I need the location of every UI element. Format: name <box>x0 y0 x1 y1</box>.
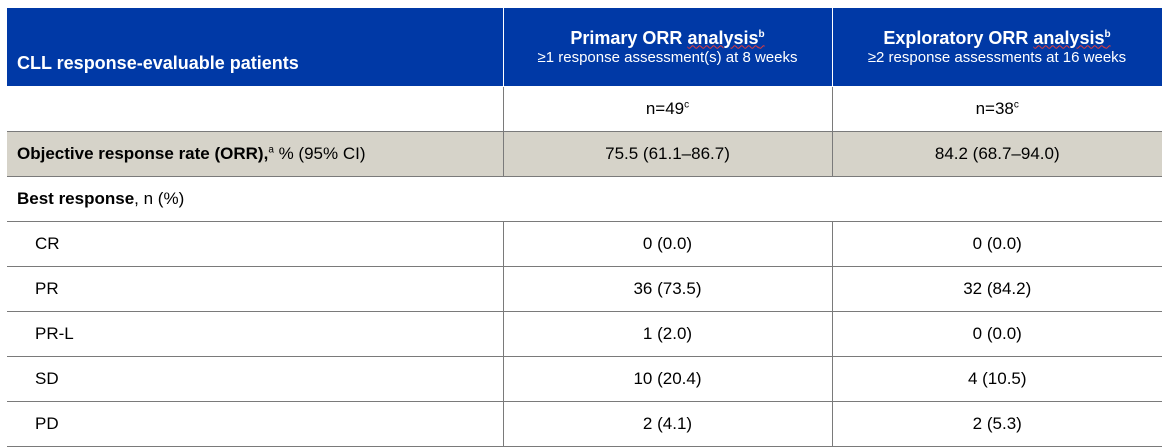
orr-primary: 75.5 (61.1–86.7) <box>502 131 833 177</box>
orr-exploratory: 84.2 (68.7–94.0) <box>831 131 1162 177</box>
header-row: CLL response-evaluable patients Primary … <box>7 7 1163 87</box>
header-subtitle: ≥2 response assessments at 16 weeks <box>867 48 1127 66</box>
table-row: CR 0 (0.0) 0 (0.0) <box>7 221 1162 267</box>
header-exploratory-orr: Exploratory ORR analysisb ≥2 response ass… <box>831 7 1163 87</box>
header-footnote: b <box>1104 28 1111 40</box>
response-exploratory: 4 (10.5) <box>831 356 1162 402</box>
n-row: n=49c n=38c <box>7 86 1162 132</box>
response-exploratory: 0 (0.0) <box>831 221 1162 267</box>
n-exploratory: n=38c <box>831 86 1162 132</box>
response-label: PR <box>7 266 504 312</box>
response-table: CLL response-evaluable patients Primary … <box>7 7 1163 447</box>
response-primary: 1 (2.0) <box>502 311 833 357</box>
response-primary: 2 (4.1) <box>502 401 833 447</box>
header-patients-label: CLL response-evaluable patients <box>7 7 504 87</box>
header-title-text: Exploratory ORR <box>883 27 1034 48</box>
response-primary: 36 (73.5) <box>502 266 833 312</box>
header-title-word: analysisb <box>687 27 765 48</box>
response-label: PD <box>7 401 504 447</box>
header-title-text: Primary ORR <box>570 27 688 48</box>
table-row: PD 2 (4.1) 2 (5.3) <box>7 401 1162 447</box>
n-primary: n=49c <box>502 86 833 132</box>
orr-label: Objective response rate (ORR),a % (95% C… <box>7 131 504 177</box>
table-row: PR 36 (73.5) 32 (84.2) <box>7 266 1162 312</box>
orr-row: Objective response rate (ORR),a % (95% C… <box>7 131 1162 177</box>
response-exploratory: 32 (84.2) <box>831 266 1162 312</box>
best-response-row: Best response, n (%) <box>7 176 1162 222</box>
table-row: SD 10 (20.4) 4 (10.5) <box>7 356 1162 402</box>
response-label: SD <box>7 356 504 402</box>
header-title-word: analysisb <box>1033 27 1111 48</box>
response-primary: 10 (20.4) <box>502 356 833 402</box>
header-footnote: b <box>758 28 765 40</box>
header-subtitle: ≥1 response assessment(s) at 8 weeks <box>537 48 798 66</box>
n-row-label <box>7 86 504 132</box>
response-exploratory: 2 (5.3) <box>831 401 1162 447</box>
response-exploratory: 0 (0.0) <box>831 311 1162 357</box>
best-response-label: Best response, n (%) <box>7 176 1162 222</box>
response-primary: 0 (0.0) <box>502 221 833 267</box>
response-label: PR-L <box>7 311 504 357</box>
response-label: CR <box>7 221 504 267</box>
table-row: PR-L 1 (2.0) 0 (0.0) <box>7 311 1162 357</box>
header-primary-orr: Primary ORR analysisb ≥1 response assessm… <box>502 7 833 87</box>
